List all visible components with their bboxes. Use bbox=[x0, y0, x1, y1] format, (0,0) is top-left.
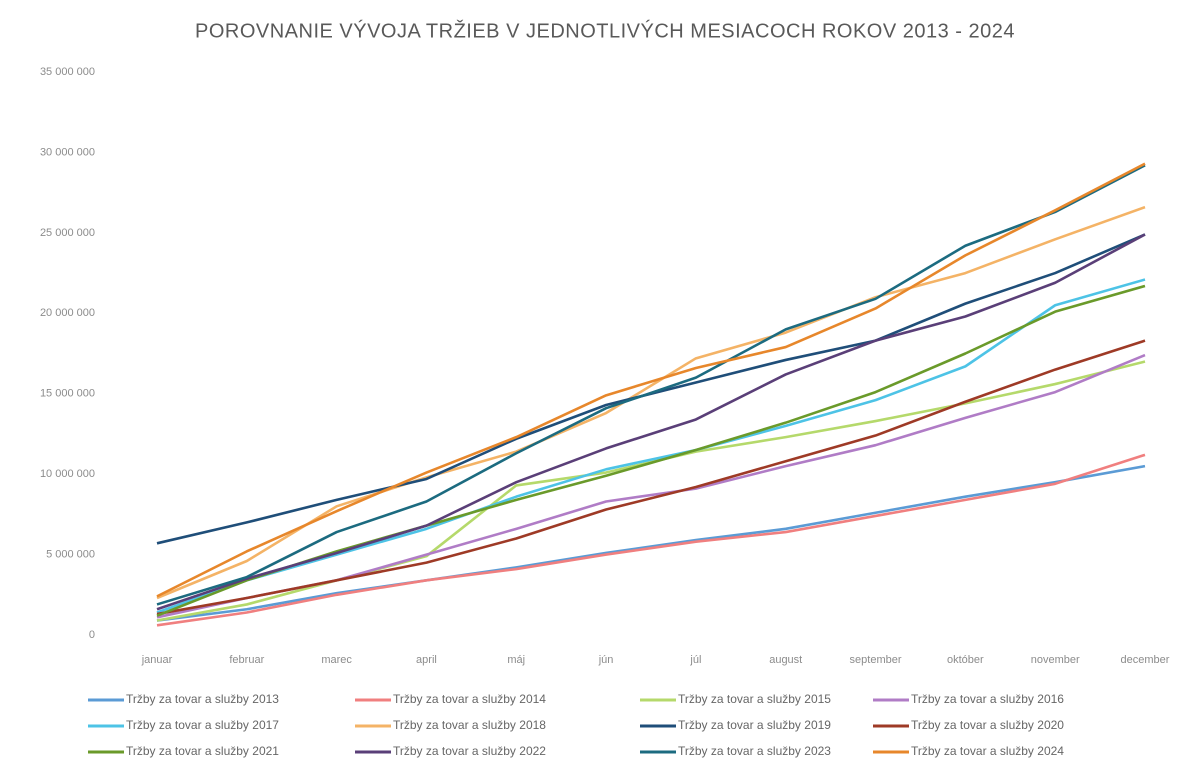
legend-label: Tržby za tovar a služby 2015 bbox=[678, 692, 831, 706]
legend-label: Tržby za tovar a služby 2013 bbox=[126, 692, 279, 706]
y-tick-label: 20 000 000 bbox=[40, 307, 95, 319]
series-line bbox=[156, 464, 1146, 622]
x-tick-label: februar bbox=[229, 654, 264, 666]
legend-label: Tržby za tovar a služby 2019 bbox=[678, 718, 831, 732]
y-tick-label: 35 000 000 bbox=[40, 66, 95, 78]
chart-title: POROVNANIE VÝVOJA TRŽIEB V JEDNOTLIVÝCH … bbox=[195, 19, 1015, 42]
x-tick-label: júl bbox=[689, 654, 701, 666]
series-line bbox=[156, 339, 1146, 616]
y-tick-label: 5 000 000 bbox=[46, 548, 95, 560]
legend-label: Tržby za tovar a služby 2023 bbox=[678, 744, 831, 758]
legend-label: Tržby za tovar a služby 2014 bbox=[393, 692, 546, 706]
series-line bbox=[156, 278, 1146, 614]
legend-label: Tržby za tovar a služby 2022 bbox=[393, 744, 546, 758]
series-line bbox=[156, 284, 1146, 617]
y-tick-label: 30 000 000 bbox=[40, 146, 95, 158]
x-tick-label: april bbox=[416, 654, 437, 666]
legend-label: Tržby za tovar a služby 2018 bbox=[393, 718, 546, 732]
y-tick-label: 25 000 000 bbox=[40, 227, 95, 239]
series-line bbox=[156, 164, 1146, 606]
legend-label: Tržby za tovar a služby 2021 bbox=[126, 744, 279, 758]
x-tick-label: december bbox=[1121, 654, 1170, 666]
y-tick-label: 15 000 000 bbox=[40, 388, 95, 400]
series-line bbox=[156, 453, 1146, 627]
legend-label: Tržby za tovar a služby 2016 bbox=[911, 692, 1064, 706]
x-tick-label: marec bbox=[321, 654, 352, 666]
legend-label: Tržby za tovar a služby 2017 bbox=[126, 718, 279, 732]
series-line bbox=[156, 233, 1146, 611]
x-tick-label: november bbox=[1031, 654, 1080, 666]
x-tick-label: október bbox=[947, 654, 984, 666]
y-tick-label: 10 000 000 bbox=[40, 468, 95, 480]
x-tick-label: august bbox=[769, 654, 802, 666]
legend-label: Tržby za tovar a služby 2020 bbox=[911, 718, 1064, 732]
y-tick-label: 0 bbox=[89, 629, 95, 641]
series-line bbox=[156, 162, 1146, 598]
x-tick-label: máj bbox=[507, 654, 525, 666]
series-line bbox=[156, 205, 1146, 600]
x-tick-label: september bbox=[850, 654, 902, 666]
x-tick-label: jún bbox=[598, 654, 614, 666]
x-tick-label: januar bbox=[141, 654, 173, 666]
legend-label: Tržby za tovar a služby 2024 bbox=[911, 744, 1064, 758]
